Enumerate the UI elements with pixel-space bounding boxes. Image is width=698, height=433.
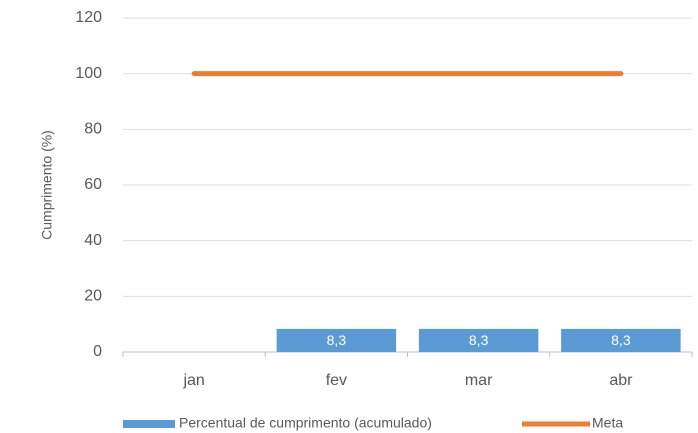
y-tick-label: 40 xyxy=(84,232,102,249)
legend-label: Percentual de cumprimento (acumulado) xyxy=(179,415,432,431)
y-tick-label: 20 xyxy=(84,288,102,305)
y-tick-label: 60 xyxy=(84,176,102,193)
x-tick-label: abr xyxy=(609,372,633,389)
data-label: 8,3 xyxy=(611,332,631,348)
data-label: 8,3 xyxy=(327,332,347,348)
bar xyxy=(276,328,397,352)
bar xyxy=(561,328,681,352)
x-tick-label: mar xyxy=(465,372,493,389)
data-label: 8,3 xyxy=(469,332,489,348)
y-tick-label: 100 xyxy=(75,65,102,82)
y-axis-label: Cumprimento (%) xyxy=(39,130,55,240)
y-tick-label: 0 xyxy=(93,343,102,360)
x-tick-label: fev xyxy=(326,372,347,389)
x-tick-label: jan xyxy=(182,372,204,389)
y-tick-label: 80 xyxy=(84,121,102,138)
legend-label: Meta xyxy=(592,415,623,431)
bar xyxy=(418,328,539,352)
legend-swatch xyxy=(123,420,175,428)
y-tick-label: 120 xyxy=(75,9,102,26)
